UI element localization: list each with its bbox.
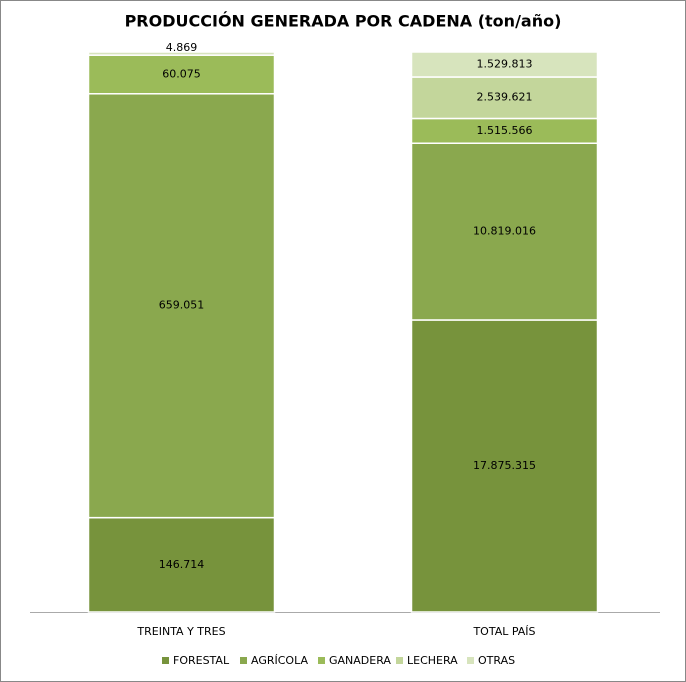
x-tick-label: TREINTA Y TRES bbox=[136, 625, 225, 638]
bar-segment bbox=[410, 142, 599, 321]
legend-swatch bbox=[396, 657, 403, 664]
legend-label: GANADERA bbox=[329, 654, 391, 667]
legend-label: OTRAS bbox=[478, 654, 515, 667]
data-label: 60.075 bbox=[162, 67, 201, 80]
data-label: 146.714 bbox=[159, 558, 205, 571]
data-label: 4.869 bbox=[166, 41, 198, 54]
legend-label: FORESTAL bbox=[173, 654, 230, 667]
bar-segment bbox=[410, 51, 599, 78]
legend-swatch bbox=[467, 657, 474, 664]
chart-title: PRODUCCIÓN GENERADA POR CADENA (ton/año) bbox=[125, 12, 562, 31]
bar-segment bbox=[410, 117, 599, 144]
bar-segment bbox=[87, 516, 276, 613]
legend-swatch bbox=[162, 657, 169, 664]
data-label: 10.819.016 bbox=[473, 225, 536, 238]
data-label: 17.875.315 bbox=[473, 459, 536, 472]
data-label: 659.051 bbox=[159, 299, 205, 312]
bar-segment bbox=[410, 76, 599, 120]
bar-segment bbox=[410, 319, 599, 613]
data-label: 1.529.813 bbox=[477, 57, 533, 70]
bar-segment bbox=[87, 54, 276, 95]
bar-segment bbox=[87, 93, 276, 519]
data-label: 2.539.621 bbox=[477, 91, 533, 104]
legend-swatch bbox=[318, 657, 325, 664]
x-tick-label: TOTAL PAÍS bbox=[472, 625, 535, 638]
bar-segment bbox=[87, 51, 276, 56]
legend-label: LECHERA bbox=[407, 654, 458, 667]
legend-swatch bbox=[240, 657, 247, 664]
data-label: 1.515.566 bbox=[477, 124, 533, 137]
legend-label: AGRÍCOLA bbox=[251, 654, 308, 667]
